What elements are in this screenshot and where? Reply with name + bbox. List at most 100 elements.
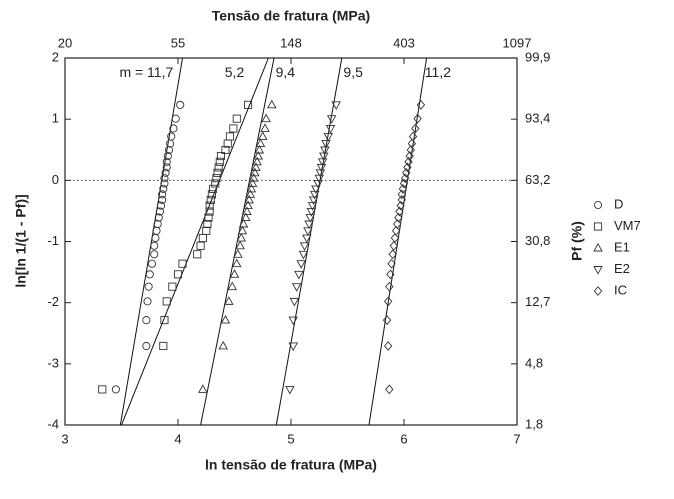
point (241, 212, 251, 222)
y-tick-label: 2 (52, 49, 59, 64)
plot-frame (64, 57, 518, 426)
point (171, 114, 180, 123)
point (285, 385, 295, 395)
point (237, 225, 248, 235)
point (238, 218, 249, 228)
point (288, 316, 299, 326)
point (246, 183, 257, 193)
point (593, 200, 603, 210)
point (320, 146, 330, 156)
point (164, 145, 174, 155)
point (385, 384, 394, 395)
x2-tick-label: 55 (171, 35, 185, 50)
point (229, 124, 238, 133)
point (150, 241, 159, 250)
legend-label: E2 (614, 261, 630, 276)
point (212, 174, 221, 183)
point (386, 269, 395, 280)
y-tick-label: 0 (52, 172, 59, 187)
x-tick-label: 5 (287, 431, 294, 446)
point (298, 250, 309, 260)
point (252, 156, 262, 166)
point (196, 241, 205, 250)
annotation: 11,2 (425, 64, 451, 80)
fit-line (119, 57, 184, 426)
point (323, 133, 334, 142)
y-axis-title: ln[ln 1/(1 - Pf)] (13, 194, 29, 287)
point (213, 168, 222, 177)
fit-line (368, 57, 428, 426)
point (169, 124, 178, 133)
point (221, 145, 230, 155)
point (267, 99, 277, 109)
point (159, 184, 168, 193)
point (321, 140, 331, 149)
point (162, 163, 171, 172)
y-tick-label: 1 (52, 111, 59, 126)
point (261, 113, 271, 123)
point (150, 250, 159, 259)
point (399, 178, 409, 189)
point (244, 100, 253, 109)
point (251, 162, 261, 171)
point (203, 219, 212, 229)
point (167, 132, 176, 141)
annotation: m = 11,7 (119, 64, 173, 80)
point (229, 269, 240, 278)
legend-label: E1 (614, 239, 630, 254)
point (233, 249, 243, 258)
chart-title: Tensão de fratura (MPa) (212, 8, 370, 24)
y2-tick-label: 12,7 (525, 294, 550, 309)
point (394, 212, 403, 223)
fit-line (275, 57, 343, 426)
y2-tick-label: 4,8 (525, 355, 543, 370)
point (176, 100, 185, 109)
point (289, 297, 300, 307)
point (232, 114, 241, 123)
x-axis-title: ln tensão de fratura (MPa) (205, 457, 377, 473)
point (406, 145, 415, 155)
x-tick-label: 7 (513, 431, 520, 446)
point (411, 123, 420, 134)
point (396, 200, 405, 211)
point (408, 131, 418, 142)
fit-line (200, 57, 275, 426)
x-tick-label: 3 (61, 431, 68, 446)
point (160, 174, 169, 183)
point (211, 179, 220, 188)
legend-label: D (614, 196, 623, 211)
y2-tick-label: 99,9 (525, 49, 550, 64)
x2-tick-label: 1097 (503, 35, 532, 50)
point (247, 178, 258, 187)
x2-tick-label: 20 (58, 35, 72, 50)
point (405, 151, 414, 161)
point (173, 270, 183, 279)
point (205, 201, 214, 210)
point (302, 234, 312, 244)
point (593, 286, 603, 296)
point (224, 296, 234, 305)
point (387, 258, 396, 269)
point (156, 201, 166, 210)
point (145, 270, 154, 279)
point (160, 316, 169, 325)
point (383, 341, 393, 351)
y2-tick-label: 30,8 (525, 233, 550, 248)
y-tick-label: -1 (47, 233, 59, 248)
point (389, 240, 399, 251)
point (593, 242, 603, 252)
point (331, 101, 341, 110)
point (220, 314, 231, 324)
point (231, 258, 242, 268)
y2-axis-title: Pf (%) (569, 221, 585, 261)
point (142, 341, 151, 351)
point (152, 226, 161, 235)
annotation: 5,2 (225, 64, 245, 80)
point (155, 207, 164, 216)
point (142, 316, 151, 325)
y-tick-label: -3 (47, 355, 59, 370)
point (161, 168, 170, 177)
y-tick-label: -4 (47, 416, 59, 431)
point (207, 190, 216, 199)
point (243, 200, 253, 210)
